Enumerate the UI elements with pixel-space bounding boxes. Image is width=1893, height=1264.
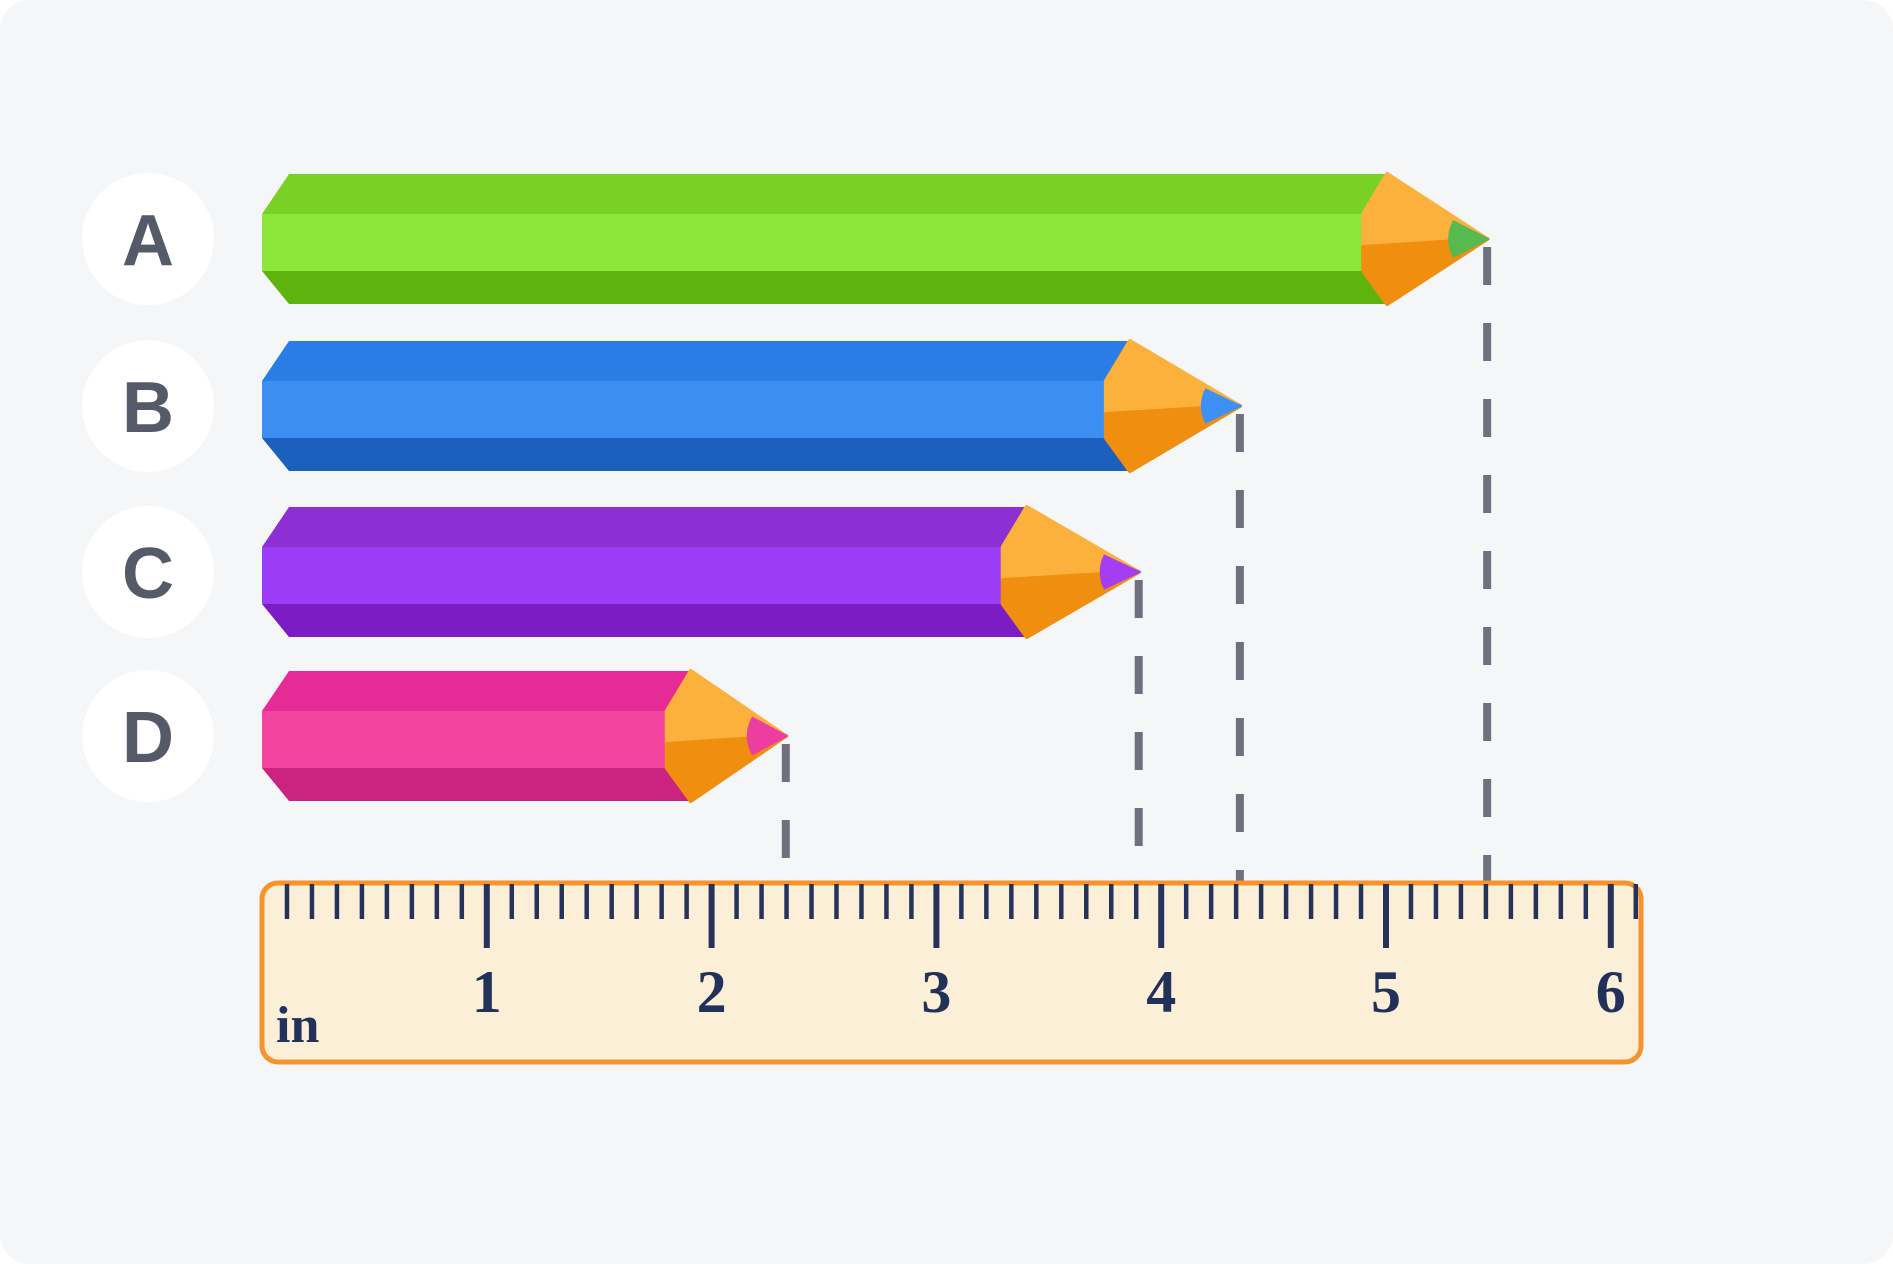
guide-lines-group: [781, 247, 1492, 884]
pencil-body-bottom-facet: [262, 604, 1027, 637]
pencil-body-top-facet: [262, 507, 1027, 547]
pencil-body-mid-facet: [262, 214, 1388, 271]
pencil-body-mid-facet: [262, 547, 1027, 604]
pencil-c: [262, 505, 1142, 639]
pencil-b: [262, 339, 1243, 473]
label-letter-c: C: [122, 534, 174, 614]
label-letter-b: B: [122, 368, 174, 448]
pencil-body-top-facet: [262, 174, 1388, 214]
pencil-a: [262, 172, 1491, 306]
pencil-body-mid-facet: [262, 711, 691, 768]
ruler-face: [259, 880, 1644, 1065]
label-letter-d: D: [122, 698, 174, 778]
pencil-body-bottom-facet: [262, 271, 1388, 304]
ruler-number-5: 5: [1371, 959, 1401, 1025]
ruler-number-2: 2: [697, 959, 727, 1025]
pencil-body-d: [262, 671, 691, 801]
ruler-number-3: 3: [921, 959, 951, 1025]
label-circle-a: [82, 173, 214, 305]
ruler-ticks: [284, 884, 1639, 948]
pencils-group: [262, 172, 1491, 803]
pencil-body-c: [262, 507, 1027, 637]
ruler-number-1: 1: [472, 959, 502, 1025]
pencil-body-top-facet: [262, 341, 1130, 381]
label-circle-d: [82, 670, 214, 802]
ruler-unit-label: in: [276, 997, 319, 1054]
pencil-body-a: [262, 174, 1388, 304]
pencil-body-top-facet: [262, 671, 691, 711]
ruler-number-6: 6: [1596, 959, 1626, 1025]
pencil-labels-group: A B C D: [82, 173, 214, 802]
pencil-d: [262, 669, 789, 803]
label-letter-a: A: [122, 201, 174, 281]
pencil-body-mid-facet: [262, 381, 1130, 438]
ruler-number-4: 4: [1146, 959, 1176, 1025]
pencil-body-b: [262, 341, 1130, 471]
pencil-body-bottom-facet: [262, 768, 691, 801]
label-circle-b: [82, 340, 214, 472]
ruler: 1 2 3 4 5 6 in: [259, 880, 1644, 1065]
pencil-body-bottom-facet: [262, 438, 1130, 471]
label-circle-c: [82, 506, 214, 638]
ruler-numbers: 1 2 3 4 5 6: [472, 959, 1626, 1025]
